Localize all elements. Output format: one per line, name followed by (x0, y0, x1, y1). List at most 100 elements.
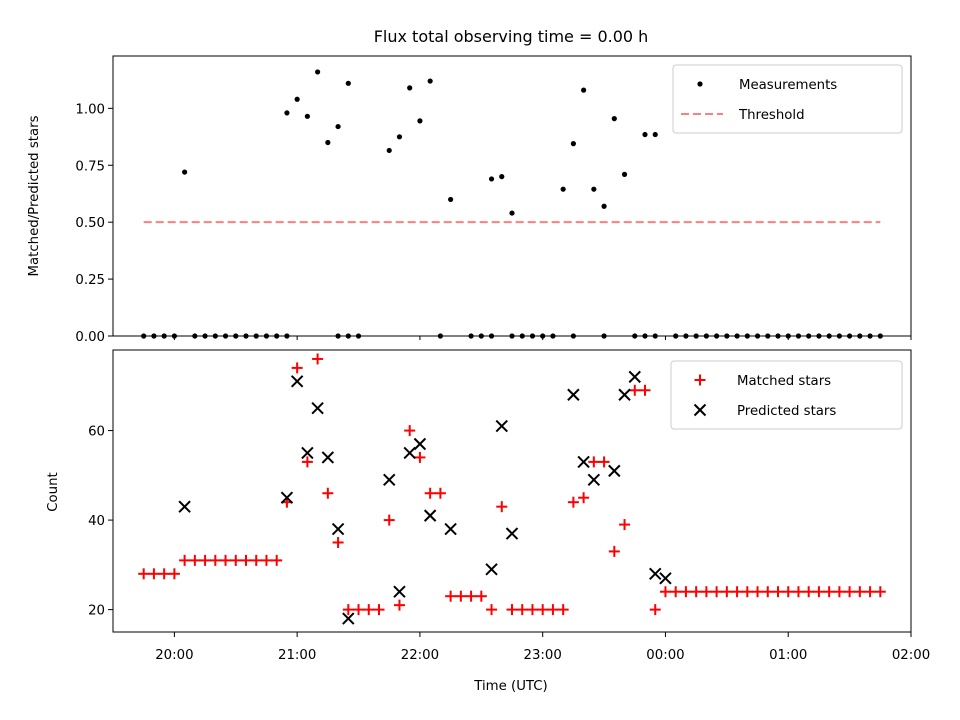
matched-star-point (854, 586, 866, 598)
measurement-point (407, 85, 413, 91)
measurement-point (182, 169, 188, 175)
matched-star-point (240, 554, 252, 566)
measurement-point (499, 174, 505, 180)
matched-star-point (670, 586, 682, 598)
top-y-tick-label: 0.00 (75, 330, 105, 345)
predicted-star-point (403, 446, 416, 460)
top-legend: Measurements Threshold (672, 64, 903, 134)
top-chart-title: Flux total observing time = 0.00 h (374, 27, 649, 46)
legend-matched-label: Matched stars (737, 374, 831, 389)
measurement-point (570, 141, 576, 147)
bottom-x-tick-label: 00:00 (646, 648, 684, 663)
measurement-point (345, 80, 351, 86)
matched-star-point (199, 554, 211, 566)
top-axes-frame (112, 55, 912, 337)
predicted-star-point (587, 473, 601, 487)
matched-star-point (414, 451, 426, 463)
predicted-star-point (290, 375, 304, 388)
predicted-star-point (413, 437, 427, 451)
matched-star-point (260, 554, 272, 566)
matched-star-point (578, 492, 590, 504)
top-y-tick-label: 1.00 (75, 102, 105, 117)
matched-star-point (312, 353, 324, 365)
top-plot-area: 0.00 0.25 0.50 0.75 1.00 Measurements Threshol… (75, 55, 912, 345)
top-y-tick-label: 0.25 (75, 273, 105, 288)
bottom-x-tick-label: 23:00 (524, 648, 562, 663)
matched-star-point (496, 501, 508, 513)
matched-star-point (608, 545, 620, 557)
predicted-star-point (567, 388, 580, 401)
matched-star-point (680, 586, 692, 598)
matched-star-point (690, 586, 702, 598)
matched-star-point (342, 604, 354, 616)
matched-star-point (291, 362, 303, 374)
matched-star-point (537, 604, 549, 616)
matched-star-point (752, 586, 764, 598)
measurement-point (448, 196, 454, 203)
matched-star-point (158, 568, 170, 580)
matched-star-point (179, 554, 191, 566)
measurement-point (396, 134, 403, 140)
matched-star-point (782, 586, 794, 598)
predicted-star-point (342, 612, 355, 625)
matched-star-point (475, 590, 487, 602)
measurement-point (304, 113, 310, 119)
predicted-star-point (331, 522, 345, 536)
measurement-point (417, 118, 423, 124)
matched-star-point (301, 456, 313, 468)
matched-star-point (700, 586, 712, 598)
top-y-tick-label: 0.50 (75, 216, 105, 231)
predicted-star-point (628, 370, 641, 384)
matched-star-point (639, 384, 651, 396)
predicted-star-point (178, 500, 191, 513)
matched-star-point (168, 568, 180, 580)
matched-star-point (792, 586, 804, 598)
matched-star-point (455, 590, 467, 602)
measurement-point (325, 139, 331, 146)
bottom-y-tick-label: 40 (88, 514, 105, 529)
bottom-legend-box (670, 360, 903, 430)
measurement-point (652, 131, 658, 138)
legend-predicted-marker (693, 403, 707, 417)
bottom-y-axis-label: Count (46, 472, 61, 512)
matched-star-point (445, 590, 457, 602)
matched-star-point (250, 554, 262, 566)
measurement-point (560, 186, 566, 192)
measurement-point (335, 123, 341, 130)
matched-star-point (486, 604, 498, 616)
matched-star-point (526, 604, 538, 616)
predicted-star-point (301, 446, 314, 460)
matched-star-point (762, 586, 774, 598)
measurement-point (427, 78, 433, 84)
predicted-star-point (485, 563, 498, 576)
matched-star-point (465, 590, 477, 602)
matched-star-point (772, 586, 784, 598)
matched-star-point (209, 554, 221, 566)
measurement-point (621, 171, 628, 177)
matched-star-point (649, 604, 661, 616)
matched-star-point (721, 586, 733, 598)
measurement-point (284, 110, 290, 116)
matched-star-point (516, 604, 528, 616)
measurement-point (642, 131, 648, 138)
matched-star-point (619, 519, 631, 531)
measurement-point (601, 203, 607, 209)
matched-star-point (322, 487, 334, 499)
matched-star-point (353, 604, 365, 616)
matched-star-point (803, 586, 815, 598)
predicted-star-point (383, 473, 396, 487)
bottom-x-tick-label: 21:00 (278, 648, 316, 663)
predicted-star-point (505, 527, 519, 540)
top-y-tick-label: 0.75 (75, 159, 105, 174)
matched-star-point (741, 586, 753, 598)
measurement-point (488, 176, 495, 182)
matched-star-point (424, 487, 436, 499)
top-y-axis-label: Matched/Predicted stars (27, 115, 42, 276)
measurement-point (386, 147, 392, 154)
bottom-plot-area: 20 40 60 20:00 21:00 22:00 23:00 00:00 01:00 02:0… (88, 349, 930, 663)
predicted-star-point (423, 509, 437, 522)
measurement-point (294, 96, 300, 102)
matched-star-point (383, 514, 395, 526)
measurement-point (591, 186, 597, 192)
matched-star-point (844, 586, 856, 598)
